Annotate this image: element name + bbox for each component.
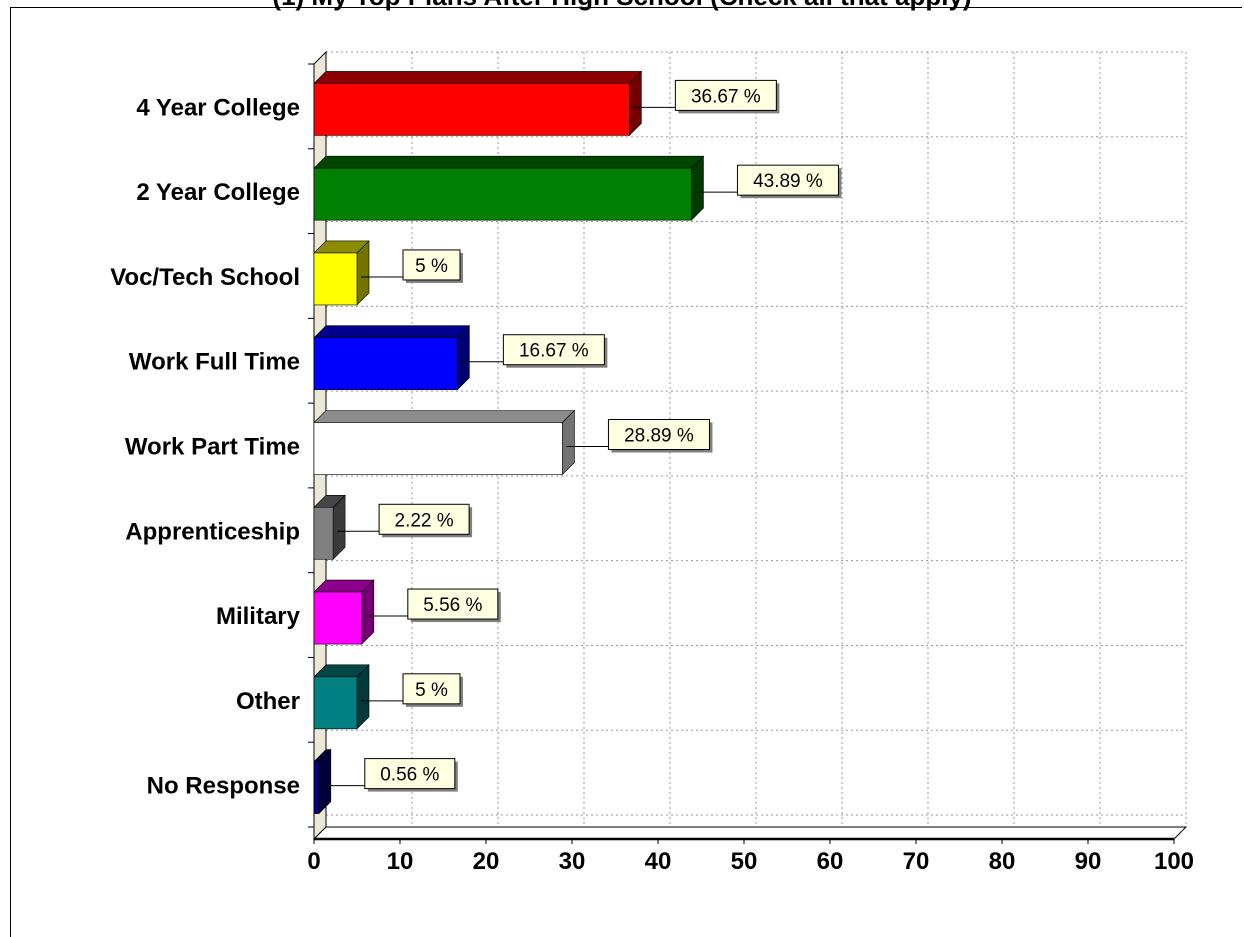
data-label-box xyxy=(607,419,710,450)
bar-front xyxy=(313,167,692,221)
x-tick-label: 90 xyxy=(1075,848,1102,875)
y-tick-label: No Response xyxy=(147,773,300,800)
data-label: 43.89 % xyxy=(695,164,842,199)
data-label: 0.56 % xyxy=(322,758,458,792)
bar-front xyxy=(313,761,320,814)
data-label-box xyxy=(502,334,605,366)
bar-front xyxy=(313,506,334,560)
bar-front xyxy=(313,252,358,306)
bar xyxy=(313,70,643,137)
bar-top xyxy=(313,325,471,339)
data-label-text: 2.22 % xyxy=(395,510,454,531)
y-tick-label: Voc/Tech School xyxy=(110,264,300,291)
bar xyxy=(313,324,471,391)
x-tick-label: 50 xyxy=(731,848,758,875)
bar-front xyxy=(313,591,363,645)
data-label-text: 28.89 % xyxy=(624,426,694,447)
x-tick-label: 100 xyxy=(1154,848,1194,875)
data-label: 2.22 % xyxy=(337,503,473,538)
bar xyxy=(313,155,705,221)
bar-front xyxy=(313,83,630,136)
y-tick-label: 4 Year College xyxy=(136,94,300,121)
data-label-text: 5 % xyxy=(415,256,448,277)
x-tick-label: 70 xyxy=(903,848,930,875)
data-label-box xyxy=(402,249,461,281)
x-tick-label: 60 xyxy=(817,848,844,875)
data-label-text: 36.67 % xyxy=(691,86,761,107)
y-tick-label: Other xyxy=(236,688,300,715)
y-tick-label: Apprenticeship xyxy=(125,518,300,545)
data-label: 5 % xyxy=(361,249,463,283)
bar xyxy=(313,494,346,561)
y-tick-label: Work Part Time xyxy=(125,434,300,461)
y-tick-label: Work Full Time xyxy=(129,349,300,376)
tick-labels: 0 10 20 30 40 50 60 70 80 90 100 4 Year College 2 Ye… xyxy=(110,94,1194,875)
bar-top xyxy=(313,71,643,84)
chart-title: (1) My Top Plans After High School (Chec… xyxy=(0,0,1244,12)
bar xyxy=(313,664,370,730)
x-tick-label: 0 xyxy=(307,848,320,875)
x-tick-label: 40 xyxy=(645,848,672,875)
x-tick-label: 10 xyxy=(387,848,414,875)
bars xyxy=(313,70,705,815)
bar-front xyxy=(313,676,358,730)
y-tick-label: Military xyxy=(216,603,301,630)
data-label: 36.67 % xyxy=(633,79,780,114)
bar xyxy=(313,409,576,476)
data-label: 5.56 % xyxy=(365,588,501,623)
data-labels: 36.67 % 43.89 % 5 % 16.67 % 28.89 % 2.22 % 5.5… xyxy=(322,79,842,792)
chart-frame xyxy=(10,7,1242,937)
bar xyxy=(313,579,375,645)
bar-front xyxy=(313,337,458,391)
data-label: 16.67 % xyxy=(461,334,608,368)
y-tick-label: 2 Year College xyxy=(136,179,300,206)
x-tick-label: 80 xyxy=(989,848,1016,875)
data-label-box xyxy=(407,588,499,620)
bar-front xyxy=(313,422,563,475)
data-label-box xyxy=(378,503,470,535)
bar xyxy=(313,240,370,306)
x-tick-label: 20 xyxy=(473,848,500,875)
data-label-text: 5 % xyxy=(415,680,448,701)
bar-top xyxy=(313,410,576,423)
data-label-box xyxy=(736,164,839,196)
data-label: 5 % xyxy=(361,673,463,707)
data-label-text: 16.67 % xyxy=(519,341,589,362)
bar xyxy=(313,748,332,815)
data-label-box xyxy=(674,79,777,111)
bar-top xyxy=(313,155,705,169)
data-label-text: 5.56 % xyxy=(423,595,482,616)
axis-floor xyxy=(312,826,1188,840)
x-tick-label: 30 xyxy=(559,848,586,875)
data-label-box xyxy=(402,673,461,705)
data-label-text: 0.56 % xyxy=(380,765,439,786)
data-label-text: 43.89 % xyxy=(753,171,823,192)
data-label-box xyxy=(364,758,456,790)
data-label: 28.89 % xyxy=(566,419,713,453)
